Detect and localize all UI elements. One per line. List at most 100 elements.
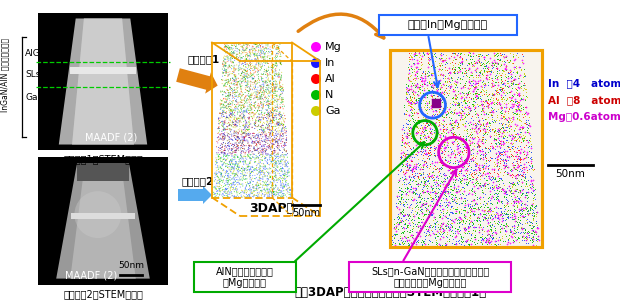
Point: [412, 222, 422, 227]
Point: [218, 132, 228, 137]
Point: [391, 229, 401, 234]
Point: [269, 151, 279, 156]
Point: [239, 104, 249, 109]
Point: [503, 119, 513, 124]
Point: [267, 191, 277, 196]
Point: [418, 174, 428, 179]
Point: [470, 161, 480, 166]
Point: [423, 69, 433, 74]
Point: [275, 105, 285, 110]
Point: [258, 158, 268, 163]
Point: [464, 230, 474, 235]
Point: [526, 160, 536, 165]
Point: [497, 85, 507, 90]
Point: [482, 221, 492, 226]
Point: [420, 101, 430, 106]
Point: [405, 78, 415, 83]
Point: [228, 109, 237, 114]
Point: [522, 230, 532, 235]
Point: [235, 118, 245, 123]
Point: [502, 164, 512, 169]
Point: [435, 188, 445, 193]
Point: [403, 242, 413, 247]
Point: [411, 133, 421, 138]
Point: [249, 185, 259, 190]
Point: [409, 218, 419, 223]
Point: [486, 140, 496, 145]
Point: [267, 59, 277, 63]
Point: [507, 105, 517, 110]
Point: [476, 185, 486, 189]
Point: [401, 151, 410, 156]
Point: [499, 203, 509, 208]
Point: [435, 87, 445, 92]
Point: [258, 174, 268, 179]
Point: [262, 182, 272, 187]
Point: [480, 203, 490, 208]
Point: [417, 128, 427, 133]
Point: [230, 123, 240, 128]
Point: [265, 102, 275, 106]
Point: [531, 232, 541, 237]
Point: [440, 223, 450, 228]
Point: [259, 179, 268, 184]
Point: [220, 116, 230, 120]
Point: [499, 183, 509, 188]
Point: [237, 129, 247, 134]
Point: [227, 43, 237, 48]
Point: [482, 63, 492, 67]
Point: [510, 122, 520, 127]
Point: [224, 45, 234, 50]
Point: [279, 126, 289, 131]
Point: [265, 117, 275, 121]
Point: [226, 111, 236, 116]
Point: [415, 223, 425, 228]
Point: [263, 195, 273, 199]
Point: [412, 97, 422, 102]
Point: [416, 192, 426, 197]
Point: [510, 182, 520, 187]
Point: [401, 191, 410, 196]
Point: [265, 102, 275, 107]
Point: [241, 108, 251, 113]
Point: [436, 144, 446, 149]
Point: [471, 95, 480, 99]
Point: [239, 104, 249, 109]
Point: [229, 116, 239, 120]
Point: [515, 155, 525, 160]
Point: [466, 130, 476, 135]
Point: [244, 193, 254, 198]
Point: [420, 125, 430, 130]
Point: [228, 47, 237, 52]
Point: [235, 91, 245, 96]
Point: [462, 167, 472, 172]
Point: [499, 188, 509, 193]
Point: [516, 140, 526, 145]
Point: [402, 163, 412, 168]
Point: [448, 124, 458, 129]
Point: [415, 162, 425, 167]
Point: [409, 77, 419, 82]
Point: [510, 89, 520, 94]
Point: [237, 56, 247, 61]
Point: [260, 156, 270, 161]
Point: [523, 140, 533, 145]
Point: [435, 229, 445, 234]
Point: [232, 117, 242, 121]
Point: [219, 68, 229, 73]
Point: [249, 135, 259, 140]
Point: [466, 132, 476, 137]
Point: [280, 120, 290, 124]
Point: [513, 236, 523, 241]
Point: [502, 91, 512, 96]
Point: [250, 78, 260, 83]
Point: [239, 142, 249, 147]
Point: [498, 156, 508, 161]
Point: [469, 197, 479, 202]
Point: [269, 157, 279, 162]
Point: [475, 234, 485, 239]
Point: [438, 162, 448, 167]
Point: [505, 188, 515, 193]
Point: [268, 190, 278, 195]
Point: [245, 48, 255, 52]
